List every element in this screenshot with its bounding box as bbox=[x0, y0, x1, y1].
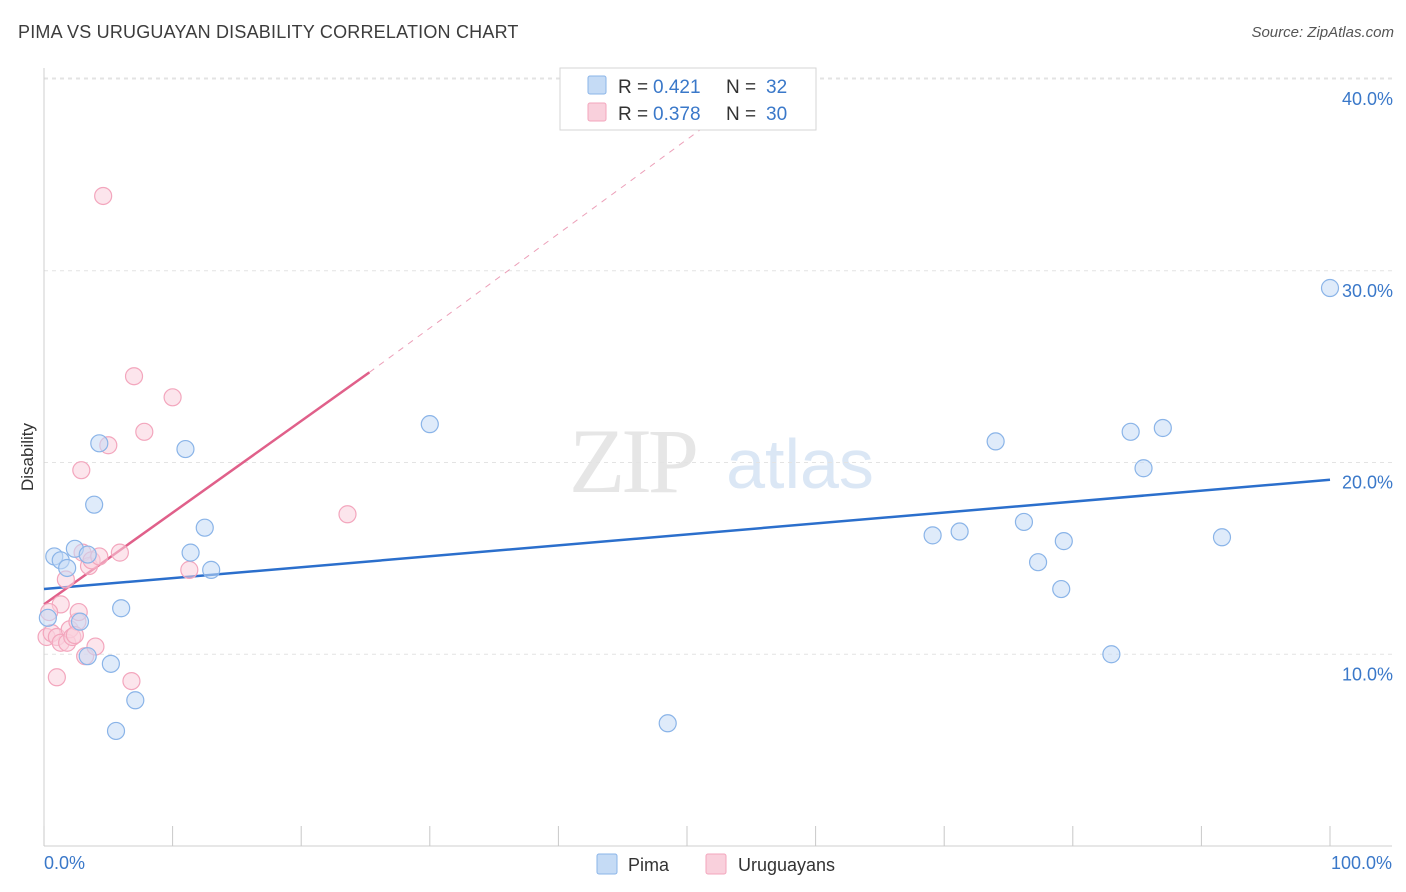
y-tick-label-20: 20.0% bbox=[1342, 473, 1393, 493]
legend-r-label-pima: R = bbox=[618, 77, 648, 98]
stats-legend: R = 0.421 N = 32 R = 0.378 N = 30 bbox=[559, 67, 817, 131]
source-credit: Source: ZipAtlas.com bbox=[1251, 24, 1394, 41]
axes bbox=[43, 68, 1392, 847]
bottom-legend-label-pima[interactable]: Pima bbox=[628, 855, 670, 875]
point-uruguayans-18 bbox=[94, 186, 113, 206]
trend-lines bbox=[43, 86, 1331, 606]
point-uruguayans-25 bbox=[163, 388, 182, 407]
trend-line-pima bbox=[43, 478, 1331, 591]
point-pima-13 bbox=[126, 691, 145, 710]
trend-line-extension-uruguayans bbox=[369, 86, 760, 373]
point-uruguayans-21 bbox=[110, 543, 129, 562]
legend-r-value-pima: 0.421 bbox=[653, 77, 701, 98]
y-tick-label-40: 40.0% bbox=[1342, 89, 1393, 109]
legend-r-value-uruguayans: 0.378 bbox=[653, 104, 701, 125]
point-pima-17 bbox=[202, 560, 221, 579]
y-tick-label-10: 10.0% bbox=[1342, 664, 1393, 684]
point-uruguayans-24 bbox=[135, 422, 154, 441]
point-pima-28 bbox=[1121, 422, 1140, 441]
point-pima-24 bbox=[1028, 553, 1048, 572]
data-points bbox=[37, 186, 1340, 741]
y-tick-label-30: 30.0% bbox=[1342, 281, 1393, 301]
point-uruguayans-27 bbox=[338, 505, 357, 524]
point-pima-0 bbox=[38, 608, 57, 627]
x-ticks bbox=[43, 826, 1331, 846]
point-pima-32 bbox=[1320, 278, 1340, 298]
point-uruguayans-11 bbox=[72, 461, 91, 480]
x-tick-label-max: 100.0% bbox=[1331, 853, 1392, 873]
gridlines bbox=[44, 77, 1392, 655]
bottom-legend-swatch-uruguayans[interactable] bbox=[705, 853, 727, 875]
point-uruguayans-23 bbox=[124, 367, 144, 386]
y-axis-title: Disability bbox=[18, 422, 37, 491]
point-pima-27 bbox=[1102, 645, 1121, 664]
x-tick-label-min: 0.0% bbox=[44, 853, 85, 873]
point-pima-8 bbox=[85, 495, 104, 514]
point-pima-19 bbox=[658, 714, 677, 733]
series-legend: Pima Uruguayans bbox=[596, 853, 835, 875]
point-pima-14 bbox=[176, 439, 195, 459]
point-pima-7 bbox=[78, 647, 97, 666]
legend-swatch-pima bbox=[587, 75, 607, 95]
point-pima-30 bbox=[1153, 418, 1172, 438]
watermark-zip: ZIP bbox=[569, 410, 696, 512]
legend-r-label-uruguayans: R = bbox=[618, 104, 648, 125]
bottom-legend-swatch-pima[interactable] bbox=[596, 853, 618, 875]
legend-swatch-uruguayans bbox=[587, 102, 607, 122]
legend-n-label-uruguayans: N = bbox=[726, 104, 756, 125]
point-pima-9 bbox=[90, 434, 109, 453]
legend-n-value-uruguayans: 30 bbox=[766, 104, 787, 125]
point-pima-10 bbox=[101, 654, 120, 673]
point-pima-15 bbox=[181, 543, 200, 562]
point-pima-23 bbox=[1014, 512, 1034, 532]
point-uruguayans-20 bbox=[47, 668, 66, 687]
point-pima-12 bbox=[112, 599, 131, 618]
point-pima-25 bbox=[1054, 532, 1073, 551]
point-pima-31 bbox=[1212, 528, 1232, 547]
legend-n-value-pima: 32 bbox=[766, 77, 787, 98]
point-pima-21 bbox=[950, 522, 969, 541]
point-pima-26 bbox=[1052, 579, 1071, 599]
point-pima-6 bbox=[78, 545, 97, 564]
point-pima-11 bbox=[106, 721, 126, 741]
point-pima-5 bbox=[70, 612, 90, 631]
point-uruguayans-22 bbox=[122, 671, 141, 691]
point-pima-3 bbox=[58, 558, 77, 578]
bottom-legend-label-uruguayans[interactable]: Uruguayans bbox=[738, 855, 835, 875]
point-pima-29 bbox=[1134, 459, 1153, 478]
chart-title: PIMA VS URUGUAYAN DISABILITY CORRELATION… bbox=[18, 22, 519, 42]
point-pima-18 bbox=[420, 415, 439, 434]
y-tick-labels: 10.0% 20.0% 30.0% 40.0% bbox=[1342, 89, 1393, 684]
point-uruguayans-26 bbox=[180, 560, 199, 579]
point-pima-20 bbox=[923, 526, 942, 545]
point-pima-16 bbox=[195, 518, 214, 537]
watermark-atlas: atlas bbox=[726, 425, 874, 503]
point-pima-22 bbox=[986, 432, 1005, 451]
legend-n-label-pima: N = bbox=[726, 77, 756, 98]
